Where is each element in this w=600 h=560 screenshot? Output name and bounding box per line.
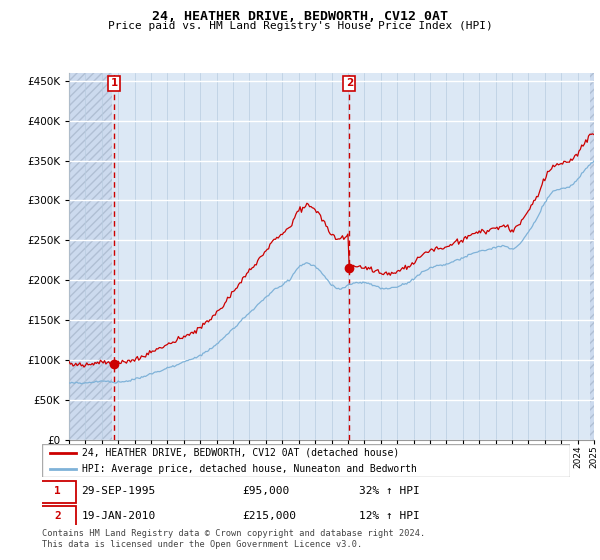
- Bar: [69, 73, 112, 440]
- FancyBboxPatch shape: [42, 444, 570, 477]
- Text: £215,000: £215,000: [242, 511, 296, 521]
- Text: 24, HEATHER DRIVE, BEDWORTH, CV12 0AT: 24, HEATHER DRIVE, BEDWORTH, CV12 0AT: [152, 10, 448, 23]
- Text: Contains HM Land Registry data © Crown copyright and database right 2024.
This d: Contains HM Land Registry data © Crown c…: [42, 529, 425, 549]
- Text: 2: 2: [55, 511, 61, 521]
- Text: HPI: Average price, detached house, Nuneaton and Bedworth: HPI: Average price, detached house, Nune…: [82, 464, 416, 474]
- Text: 12% ↑ HPI: 12% ↑ HPI: [359, 511, 419, 521]
- Text: 29-SEP-1995: 29-SEP-1995: [82, 486, 156, 496]
- Text: 24, HEATHER DRIVE, BEDWORTH, CV12 0AT (detached house): 24, HEATHER DRIVE, BEDWORTH, CV12 0AT (d…: [82, 447, 399, 458]
- Text: 19-JAN-2010: 19-JAN-2010: [82, 511, 156, 521]
- Text: 1: 1: [55, 486, 61, 496]
- Bar: [590, 73, 594, 440]
- FancyBboxPatch shape: [40, 506, 76, 528]
- FancyBboxPatch shape: [40, 480, 76, 503]
- Text: Price paid vs. HM Land Registry's House Price Index (HPI): Price paid vs. HM Land Registry's House …: [107, 21, 493, 31]
- Text: 32% ↑ HPI: 32% ↑ HPI: [359, 486, 419, 496]
- Text: 1: 1: [110, 78, 118, 88]
- Text: 2: 2: [346, 78, 353, 88]
- Text: £95,000: £95,000: [242, 486, 290, 496]
